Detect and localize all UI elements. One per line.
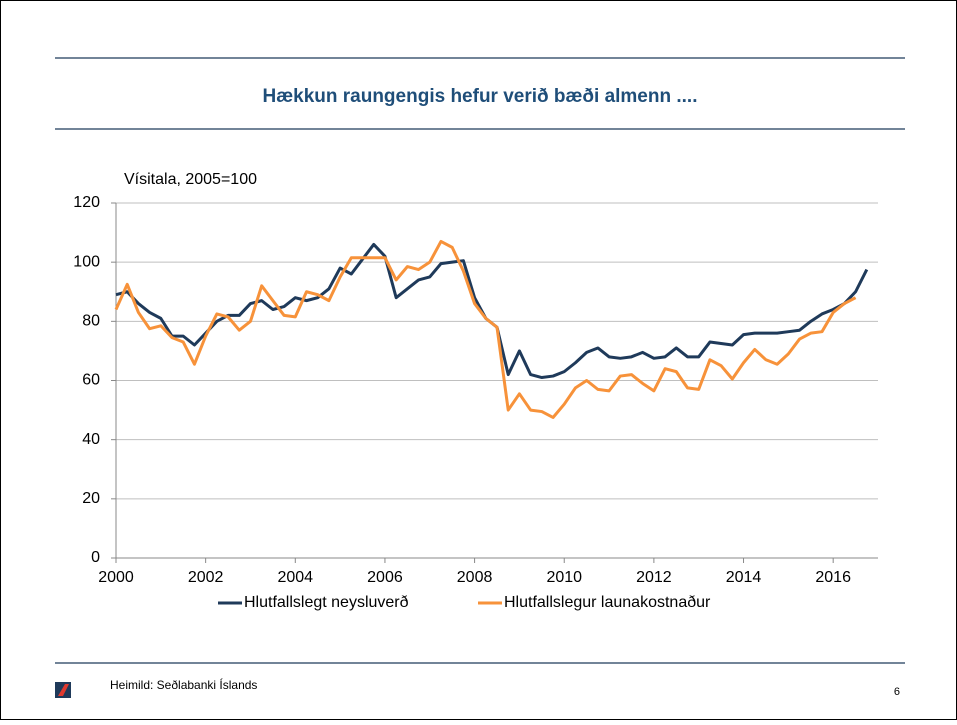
y-tick-label: 20 — [82, 490, 100, 507]
x-tick-label: 2008 — [457, 569, 493, 586]
y-tick-label: 120 — [73, 194, 100, 211]
x-tick-label: 2002 — [188, 569, 224, 586]
source-note: Heimild: Seðlabanki Íslands — [110, 677, 257, 692]
y-tick-label: 60 — [82, 372, 100, 389]
slide-title: Hækkun raungengis hefur verið bæði almen… — [263, 86, 698, 107]
series-line — [114, 239, 857, 419]
x-tick-label: 2014 — [726, 569, 762, 586]
y-tick-label: 100 — [73, 253, 100, 270]
x-tick-label: 2000 — [98, 569, 134, 586]
x-tick-label: 2016 — [815, 569, 851, 586]
y-tick-label: 0 — [91, 549, 100, 566]
x-tick-label: 2012 — [636, 569, 672, 586]
logo — [55, 682, 71, 698]
x-tick-label: 2006 — [367, 569, 403, 586]
y-tick-label: 80 — [82, 313, 100, 330]
page-number: 6 — [894, 686, 900, 698]
legend-label: Hlutfallslegt neysluverð — [244, 594, 409, 611]
x-tick-label: 2010 — [546, 569, 582, 586]
x-tick-label: 2004 — [277, 569, 313, 586]
legend-label: Hlutfallslegur launakostnaður — [504, 594, 711, 611]
y-axis-label: Vísitala, 2005=100 — [124, 171, 257, 188]
y-tick-label: 40 — [82, 431, 100, 448]
